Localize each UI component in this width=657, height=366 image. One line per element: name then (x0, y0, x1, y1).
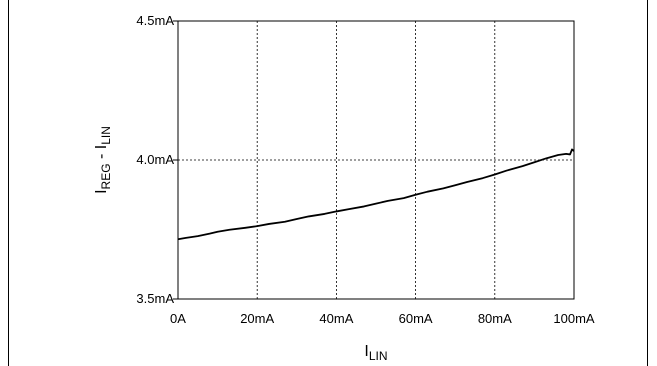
x-tick-label: 20mA (240, 311, 274, 326)
y-axis-title-subscript-2: LIN (99, 126, 113, 145)
x-axis-title-subscript: LIN (369, 349, 388, 363)
series-line (177, 148, 575, 241)
y-tick-label: 3.5mA (136, 291, 174, 306)
grid-lines (178, 21, 574, 299)
x-axis-title-main: I (364, 343, 368, 360)
y-axis-title-main-1: I (93, 189, 110, 193)
x-tick-label: 40mA (319, 311, 353, 326)
series-group (177, 148, 575, 241)
x-axis-title: ILIN (364, 343, 387, 363)
y-tick-label: 4.5mA (136, 13, 174, 28)
y-axis-title-separator: - (93, 149, 110, 163)
x-tick-label: 60mA (399, 311, 433, 326)
x-tick-label: 100mA (553, 311, 595, 326)
chart-frame (8, 0, 648, 366)
y-tick-label: 4.0mA (136, 152, 174, 167)
y-axis-title-subscript-1: REG (99, 163, 113, 189)
y-axis-title-main-2: I (93, 145, 110, 149)
x-tick-label: 0A (170, 311, 186, 326)
axis-ticks: 0A 20mA 40mA 60mA 80mA 100mA 3.5mA 4.0mA 4.5mA (136, 13, 594, 326)
x-tick-label: 80mA (478, 311, 512, 326)
y-axis-title: IREG - ILIN (93, 126, 113, 194)
